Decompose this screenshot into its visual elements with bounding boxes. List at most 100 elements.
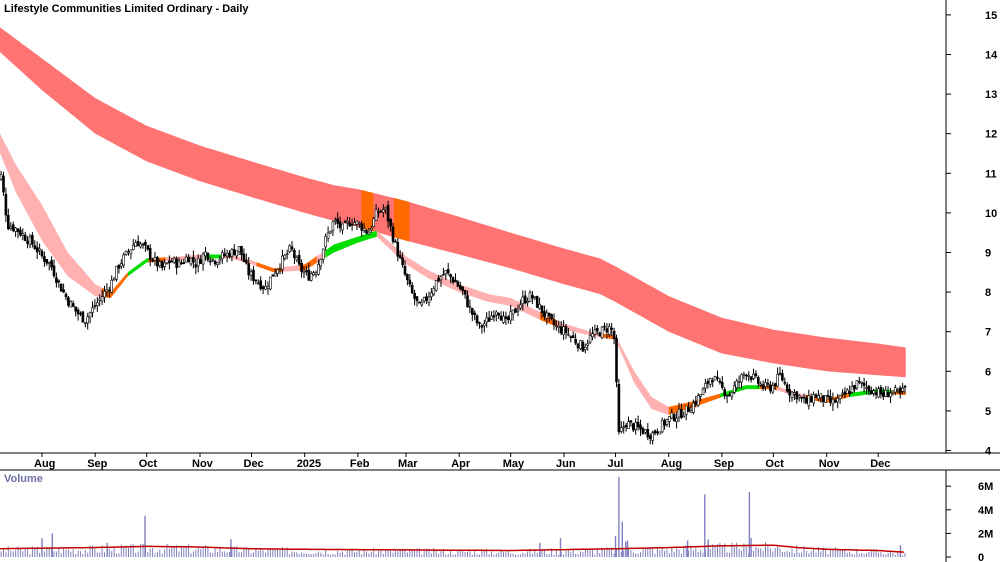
candle-body	[769, 384, 772, 392]
date-tick-label: Apr	[451, 458, 471, 470]
candle-body	[93, 305, 97, 307]
candle-body	[730, 392, 734, 397]
date-tick-label: Aug	[661, 458, 682, 470]
candle-body	[516, 309, 520, 312]
candle-body	[401, 257, 404, 266]
candle-body	[482, 323, 486, 327]
candle-body	[699, 394, 702, 397]
candle-body	[603, 325, 606, 328]
candle-body	[11, 224, 15, 231]
candle-body	[468, 306, 472, 308]
candle-body	[624, 424, 628, 428]
candle-body	[761, 384, 765, 390]
candle-body	[680, 408, 683, 418]
candle-body	[523, 295, 527, 304]
candle-body	[192, 256, 195, 263]
candle-body	[716, 376, 719, 379]
date-tick-label: Dec	[870, 458, 890, 470]
candle-body	[658, 431, 662, 435]
candle-body	[555, 325, 558, 328]
volume-tick-label: 0	[978, 552, 984, 562]
candle-body	[817, 395, 820, 400]
candle-body	[891, 390, 895, 394]
candle-body	[869, 390, 873, 395]
candle-body	[187, 256, 190, 263]
candle-body	[336, 218, 340, 224]
candle-body	[160, 260, 164, 269]
candle-body	[55, 277, 58, 283]
candle-body	[396, 242, 400, 257]
candle-body	[317, 264, 320, 275]
candle-body	[199, 259, 202, 264]
candle-body	[898, 387, 902, 394]
price-tick-label: 6	[985, 366, 991, 378]
candle-body	[333, 219, 337, 222]
date-tick-label: Sep	[87, 458, 107, 470]
candle-body	[245, 259, 248, 264]
candle-body	[2, 175, 5, 193]
candle-body	[148, 248, 152, 260]
candle-body	[687, 407, 690, 412]
volume-bars	[0, 476, 906, 557]
candle-body	[139, 243, 142, 248]
candle-body	[230, 249, 234, 257]
candle-body	[184, 256, 188, 263]
candle-body	[254, 279, 258, 282]
candle-body	[833, 400, 837, 403]
candle-body	[744, 374, 748, 377]
candle-body	[790, 391, 794, 398]
candle-body	[124, 250, 128, 255]
candle-body	[31, 235, 34, 245]
candle-body	[307, 269, 311, 281]
candle-body	[571, 335, 575, 339]
price-candles	[0, 170, 907, 445]
candle-body	[59, 283, 63, 292]
candle-body	[302, 271, 306, 274]
candle-body	[120, 263, 123, 267]
candle-body	[776, 374, 779, 387]
candle-body	[201, 253, 205, 265]
price-tick-label: 8	[985, 287, 991, 299]
date-tick-label: Nov	[192, 458, 214, 470]
candle-body	[386, 204, 390, 222]
candle-body	[511, 309, 515, 315]
candle-body	[547, 312, 551, 316]
candle-body	[718, 380, 722, 383]
candle-body	[470, 308, 474, 315]
candle-body	[576, 343, 580, 349]
candle-body	[540, 305, 544, 314]
candle-body	[276, 269, 279, 274]
candle-body	[629, 420, 633, 423]
date-tick-label: Feb	[350, 458, 370, 470]
candle-body	[747, 374, 751, 377]
candle-body	[672, 413, 676, 422]
candle-body	[646, 428, 650, 438]
candle-body	[115, 265, 118, 280]
candle-body	[266, 286, 270, 289]
volume-title: Volume	[4, 473, 43, 485]
candle-body	[660, 419, 664, 433]
candle-body	[406, 273, 409, 281]
candle-body	[377, 211, 380, 214]
candle-body	[735, 380, 739, 388]
candle-body	[595, 328, 599, 332]
candle-body	[651, 432, 654, 441]
short-band-neutral-2	[256, 262, 283, 273]
price-axis-ticks: 15 14 13 12 11 10 9 8 7 6 5 4	[946, 10, 998, 458]
candle-body	[319, 258, 323, 267]
price-tick-label: 9	[985, 248, 991, 260]
candle-body	[430, 292, 433, 297]
candle-body	[206, 252, 210, 261]
candle-body	[656, 431, 659, 434]
candle-body	[271, 274, 275, 277]
candle-body	[836, 397, 840, 403]
candle-body	[634, 422, 638, 430]
candle-body	[533, 296, 537, 299]
candle-body	[845, 389, 849, 394]
candle-body	[285, 253, 289, 255]
price-tick-label: 15	[985, 10, 997, 22]
candle-body	[182, 262, 186, 265]
candle-body	[132, 245, 135, 250]
candle-body	[684, 405, 688, 415]
